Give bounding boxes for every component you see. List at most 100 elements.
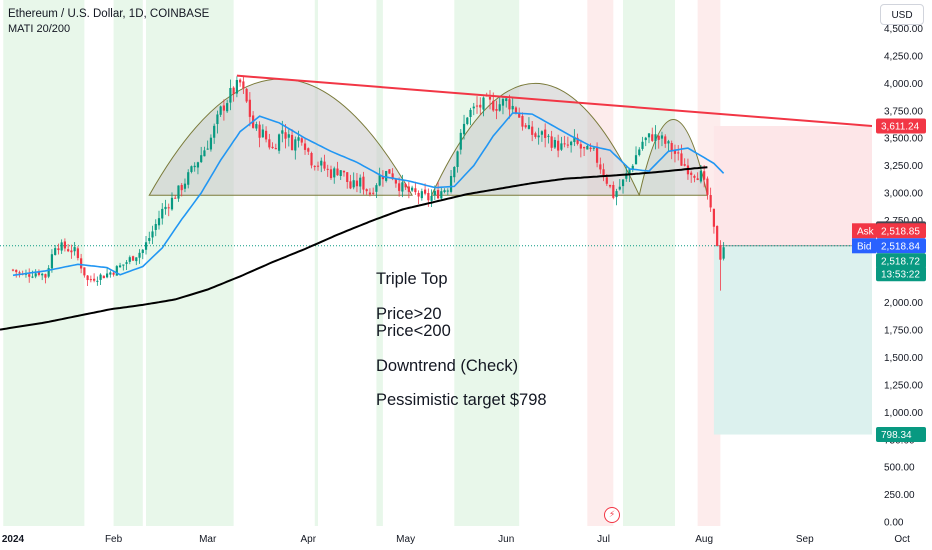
candle-body <box>54 248 57 255</box>
indicator-legend[interactable]: MATI 20/200 <box>8 23 71 35</box>
candle-body <box>346 172 349 182</box>
candle-body <box>170 197 174 210</box>
candle-body <box>625 173 628 179</box>
candle-body <box>654 134 657 141</box>
candle-body <box>699 170 703 182</box>
price-tags: 3,611.242,673.612,518.852,518.842,518.72… <box>852 118 926 442</box>
candle-body <box>440 191 443 199</box>
candle-body <box>394 179 397 184</box>
candle-body <box>621 179 625 187</box>
candle-body <box>709 195 712 208</box>
annotation-target: Pessimistic target $798 <box>376 391 547 409</box>
last-price-tag: 2,518.72 <box>881 256 920 267</box>
candle-body <box>193 165 196 168</box>
candle-body <box>690 172 693 175</box>
candle-body <box>326 168 329 170</box>
candle-body <box>456 151 459 167</box>
candle-body <box>521 115 524 127</box>
candle-body <box>531 126 534 135</box>
candle-body <box>716 226 719 246</box>
candle-body <box>226 103 229 112</box>
time-tick-label: Feb <box>105 534 123 545</box>
candle-body <box>245 88 248 102</box>
candle-body <box>154 223 157 230</box>
candle-body <box>63 241 66 249</box>
candle-body <box>200 155 203 163</box>
candle-body <box>73 247 76 252</box>
candle-body <box>157 218 161 226</box>
signal-band <box>146 0 234 526</box>
signal-band <box>376 0 383 526</box>
candle-body <box>203 150 206 157</box>
candle-body <box>15 269 18 273</box>
candle-body <box>216 114 219 125</box>
candle-body <box>664 136 667 144</box>
lightning-icon[interactable]: ⚡ <box>604 507 620 523</box>
candlestick-series <box>11 75 725 291</box>
candle-body <box>602 169 605 177</box>
candle-body <box>209 137 213 150</box>
candle-body <box>67 249 70 252</box>
price-tick-label: 3,250.00 <box>884 161 923 172</box>
candle-body <box>255 124 258 129</box>
candle-body <box>76 248 79 259</box>
candle-body <box>138 252 141 258</box>
bid-price-tag: 2,518.84 <box>881 241 920 252</box>
candle-body <box>501 98 505 106</box>
candle-body <box>524 125 527 128</box>
price-tick-label: 3,000.00 <box>884 189 923 200</box>
candle-body <box>423 189 427 194</box>
candle-body <box>336 168 339 176</box>
candle-body <box>102 275 105 279</box>
signal-band <box>655 0 675 526</box>
price-tick-label: 1,250.00 <box>884 380 923 391</box>
candle-body <box>86 275 89 281</box>
time-tick-label: Sep <box>796 534 814 545</box>
price-tick-label: 4,000.00 <box>884 79 923 90</box>
candle-body <box>31 276 34 278</box>
candle-body <box>206 148 209 150</box>
candle-body <box>420 191 423 199</box>
candle-body <box>187 172 190 185</box>
candle-body <box>34 273 37 277</box>
time-tick-label: 2024 <box>2 534 25 545</box>
price-tick-label: 250.00 <box>884 490 915 501</box>
candle-body <box>89 279 92 281</box>
candle-body <box>310 152 313 166</box>
candle-body <box>570 141 573 146</box>
candle-body <box>417 192 420 197</box>
candle-body <box>537 135 540 138</box>
candle-body <box>307 148 310 152</box>
candle-body <box>482 97 485 110</box>
candle-body <box>583 146 586 149</box>
price-tick-label: 4,250.00 <box>884 51 923 62</box>
candle-body <box>333 168 336 178</box>
candle-body <box>274 148 277 150</box>
candle-body <box>50 254 54 269</box>
candle-body <box>462 123 466 135</box>
candle-body <box>368 192 372 195</box>
annotation-downtrend: Downtrend (Check) <box>376 357 519 375</box>
price-tick-label: 3,500.00 <box>884 134 923 145</box>
candle-body <box>105 273 109 278</box>
candle-body <box>436 190 440 199</box>
candle-body <box>378 174 381 186</box>
candle-body <box>151 231 154 238</box>
candle-body <box>430 195 433 201</box>
candle-body <box>47 268 50 277</box>
candle-body <box>492 100 495 111</box>
currency-button[interactable]: USD <box>880 4 924 25</box>
candle-body <box>592 147 595 149</box>
candle-body <box>670 143 673 152</box>
candle-body <box>573 136 576 143</box>
time-tick-label: Oct <box>894 534 910 545</box>
candle-body <box>385 171 388 181</box>
candle-body <box>60 242 63 251</box>
signal-band <box>623 0 656 526</box>
price-tick-label: 3,750.00 <box>884 106 923 117</box>
candle-body <box>222 105 226 111</box>
candle-body <box>631 165 634 170</box>
price-tick-label: 500.00 <box>884 463 915 474</box>
candle-body <box>579 144 582 149</box>
